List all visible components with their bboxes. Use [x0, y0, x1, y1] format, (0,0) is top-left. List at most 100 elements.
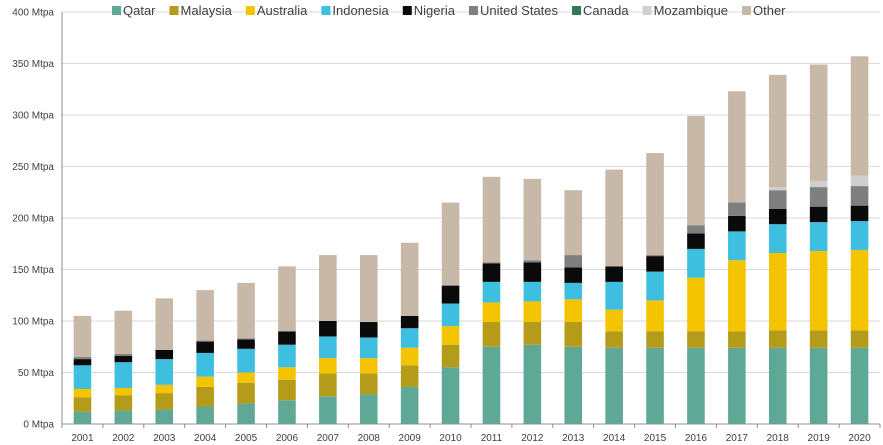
bar-segment-malaysia-2014	[605, 331, 623, 348]
bar-segment-australia-2017	[728, 260, 746, 332]
legend-label: Indonesia	[332, 3, 389, 18]
bar-segment-indonesia-2012	[523, 281, 542, 302]
bar-segment-malaysia-2012	[523, 322, 542, 345]
bar-segment-nigeria-2012	[523, 262, 542, 282]
bar-segment-qatar-2004	[196, 406, 214, 424]
x-tick-label: 2013	[562, 433, 585, 444]
x-tick-label: 2001	[71, 433, 94, 444]
bar-segment-other-2003	[155, 298, 174, 350]
bar-segment-qatar-2014	[605, 347, 623, 424]
bar-segment-other-2013	[564, 190, 583, 256]
legend-label: Nigeria	[414, 3, 456, 18]
bar-segment-qatar-2020	[850, 347, 869, 424]
bar-segment-australia-2001	[73, 388, 92, 398]
x-tick-label: 2011	[481, 433, 503, 444]
x-tick-label: 2007	[317, 433, 340, 444]
y-tick-label: 100 Mtpa	[12, 317, 54, 328]
bar-segment-qatar-2015	[646, 347, 664, 424]
bar-segment-other-2015	[646, 153, 664, 256]
bar-segment-malaysia-2006	[278, 379, 296, 401]
bar-segment-indonesia-2018	[768, 224, 787, 254]
y-tick-label: 150 Mtpa	[12, 265, 54, 276]
legend-label: Malaysia	[181, 3, 233, 18]
bar-segment-malaysia-2016	[687, 331, 705, 348]
bar-segment-indonesia-2005	[237, 348, 255, 373]
x-tick-label: 2017	[726, 433, 749, 444]
bar-segment-australia-2005	[237, 372, 255, 383]
bar-segment-australia-2016	[687, 277, 705, 332]
bar-segment-other-2020	[850, 56, 869, 176]
bar-segment-australia-2015	[646, 300, 664, 332]
bar-segment-nigeria-2009	[400, 315, 419, 329]
legend-swatch	[742, 6, 751, 15]
bar-segment-indonesia-2007	[319, 336, 337, 359]
x-tick-label: 2005	[235, 433, 258, 444]
bar-segment-nigeria-2019	[809, 206, 828, 223]
bar-segment-indonesia-2015	[646, 271, 664, 301]
legend-label: Mozambique	[654, 3, 728, 18]
bar-segment-malaysia-2011	[482, 322, 501, 347]
bar-segment-other-2002	[114, 310, 133, 354]
bar-segment-australia-2006	[278, 367, 296, 380]
bar-segment-indonesia-2002	[114, 362, 133, 388]
bar-segment-malaysia-2003	[155, 393, 174, 410]
legend-swatch	[468, 6, 478, 15]
bar-segment-united-states-2002	[114, 353, 133, 357]
bar-segment-qatar-2005	[237, 403, 255, 424]
bar-segment-malaysia-2010	[441, 344, 460, 368]
bar-segment-australia-2020	[850, 249, 869, 331]
x-tick-label: 2019	[808, 433, 831, 444]
bar-segment-australia-2011	[482, 302, 501, 323]
bar-segment-nigeria-2005	[237, 339, 255, 349]
x-tick-label: 2006	[276, 433, 299, 444]
bar-segment-united-states-2019	[809, 187, 828, 207]
bar-segment-australia-2009	[400, 347, 419, 366]
bar-segment-other-2009	[400, 242, 419, 316]
bar-segment-qatar-2010	[441, 367, 460, 424]
bar-segment-qatar-2003	[155, 409, 174, 424]
bar-segment-indonesia-2003	[155, 359, 174, 385]
bar-segment-indonesia-2010	[441, 303, 460, 327]
bar-segment-other-2016	[687, 116, 705, 226]
bar-segment-other-2005	[237, 282, 255, 339]
bar-segment-united-states-2001	[73, 357, 92, 360]
x-tick-label: 2002	[112, 433, 135, 444]
x-tick-label: 2016	[685, 433, 708, 444]
gridlines	[62, 11, 880, 373]
bar-segment-malaysia-2001	[73, 397, 92, 412]
x-tick-label: 2008	[358, 433, 381, 444]
bar-segment-united-states-2004	[196, 340, 214, 342]
bar-segment-nigeria-2015	[646, 256, 664, 272]
bar-segment-nigeria-2013	[564, 267, 583, 283]
y-tick-label: 50 Mtpa	[18, 368, 55, 379]
bar-segment-united-states-2013	[564, 255, 583, 268]
bar-segment-qatar-2013	[564, 346, 583, 424]
bar-segment-nigeria-2004	[196, 341, 214, 353]
legend-swatch	[112, 6, 121, 15]
bar-segment-indonesia-2009	[400, 328, 419, 348]
y-tick-label: 250 Mtpa	[12, 162, 54, 173]
legend-label: Australia	[257, 3, 308, 18]
y-tick-label: 350 Mtpa	[12, 59, 54, 70]
bars	[73, 56, 869, 424]
bar-segment-other-2017	[728, 91, 746, 203]
bar-segment-qatar-2017	[728, 347, 746, 424]
bar-segment-nigeria-2006	[278, 331, 296, 345]
bar-segment-united-states-2005	[237, 338, 255, 340]
bar-segment-other-2004	[196, 290, 214, 341]
bar-segment-australia-2003	[155, 384, 174, 394]
bar-segment-indonesia-2017	[728, 231, 746, 261]
bar-segment-other-2019	[809, 64, 828, 181]
bar-segment-qatar-2001	[73, 411, 92, 424]
bar-segment-malaysia-2002	[114, 395, 133, 411]
bar-segment-malaysia-2004	[196, 386, 214, 407]
bar-segment-australia-2012	[523, 301, 542, 323]
bar-segment-malaysia-2009	[400, 365, 419, 387]
bar-segment-united-states-2016	[687, 225, 705, 234]
bar-segment-malaysia-2008	[359, 373, 378, 395]
y-tick-label: 0 Mtpa	[23, 420, 54, 431]
bar-segment-australia-2007	[319, 358, 337, 374]
bar-segment-united-states-2011	[482, 262, 501, 264]
legend-swatch	[245, 6, 255, 15]
bar-segment-nigeria-2008	[359, 322, 378, 338]
